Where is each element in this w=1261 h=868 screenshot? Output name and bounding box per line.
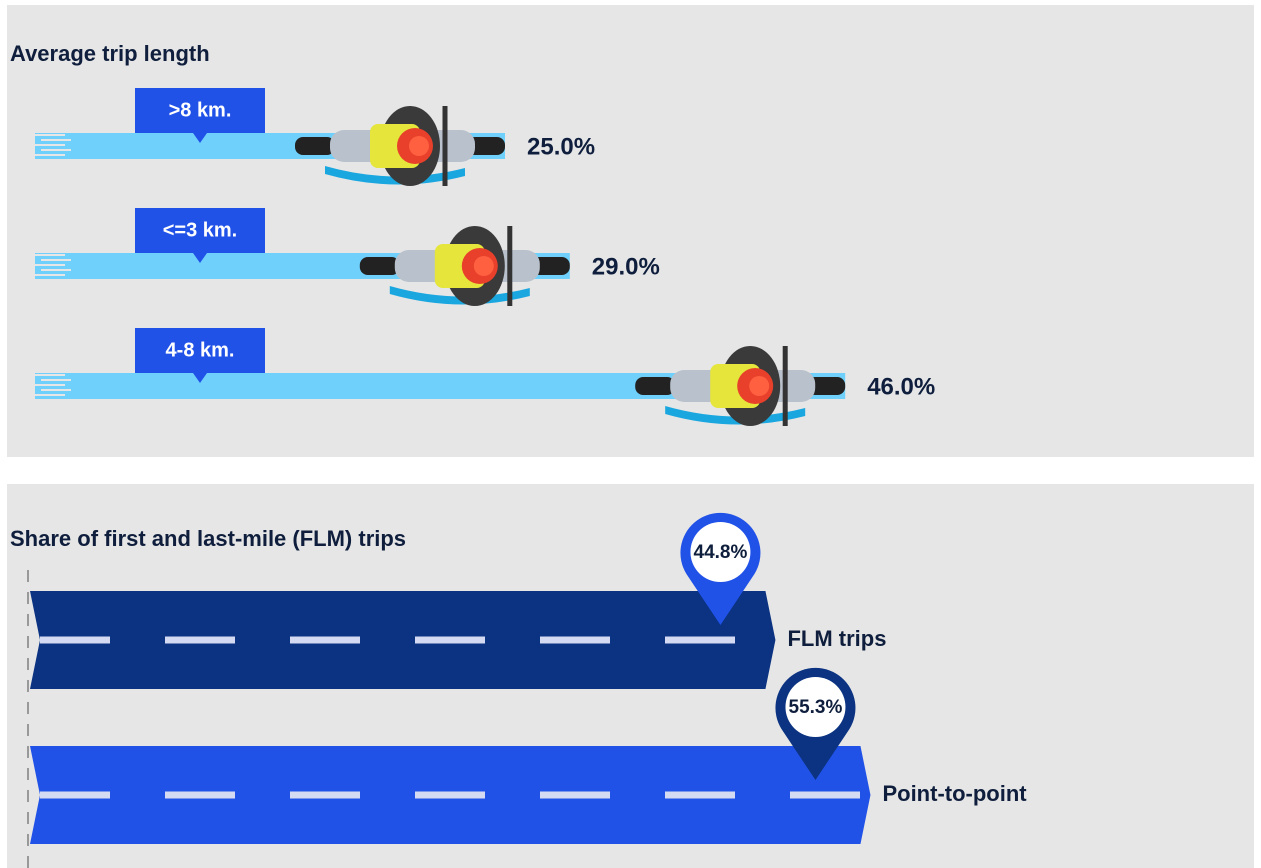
label-box bbox=[135, 328, 265, 383]
category-label: <=3 km. bbox=[163, 219, 238, 241]
trail-fade bbox=[35, 144, 65, 146]
trail-fade bbox=[41, 389, 71, 391]
category-label: >8 km. bbox=[169, 99, 232, 121]
chart-title: Average trip length bbox=[10, 41, 210, 66]
trail-fade bbox=[35, 274, 65, 276]
chart-title: Share of first and last-mile (FLM) trips bbox=[10, 526, 406, 551]
value-label: 55.3% bbox=[789, 697, 843, 718]
shadow bbox=[389, 286, 530, 305]
trail-fade bbox=[35, 254, 65, 256]
visor bbox=[749, 376, 770, 396]
pin-center bbox=[785, 677, 846, 737]
road bbox=[30, 591, 776, 689]
trail-fade bbox=[35, 264, 65, 266]
trail-fade bbox=[41, 269, 71, 271]
visor bbox=[409, 136, 429, 156]
trail-fade bbox=[41, 139, 71, 141]
trail-fade bbox=[35, 384, 65, 386]
category-label: FLM trips bbox=[787, 626, 886, 651]
value-label: 29.0% bbox=[592, 253, 660, 280]
category-label: Point-to-point bbox=[882, 781, 1027, 806]
shadow bbox=[325, 166, 465, 185]
motorbike bbox=[359, 226, 570, 306]
visor bbox=[473, 256, 494, 276]
motorbike bbox=[635, 346, 846, 426]
trail-fade bbox=[35, 134, 65, 136]
tire bbox=[295, 137, 335, 155]
value-label: 25.0% bbox=[527, 133, 595, 160]
trail-fade bbox=[41, 379, 71, 381]
tire bbox=[807, 377, 846, 395]
shadow bbox=[665, 406, 806, 425]
label-box bbox=[135, 208, 265, 263]
tire bbox=[531, 257, 570, 275]
trail-fade bbox=[35, 394, 65, 396]
trail-fade bbox=[35, 154, 65, 156]
tire bbox=[635, 377, 676, 395]
trail-fade bbox=[41, 149, 71, 151]
category-label: 4-8 km. bbox=[166, 339, 235, 361]
pin-center bbox=[690, 522, 751, 582]
motorbike bbox=[295, 106, 505, 186]
tire bbox=[467, 137, 505, 155]
value-label: 46.0% bbox=[867, 373, 935, 400]
tire bbox=[359, 257, 400, 275]
trail-fade bbox=[35, 374, 65, 376]
value-label: 44.8% bbox=[694, 542, 748, 563]
trail-fade bbox=[41, 259, 71, 261]
label-box bbox=[135, 88, 265, 143]
